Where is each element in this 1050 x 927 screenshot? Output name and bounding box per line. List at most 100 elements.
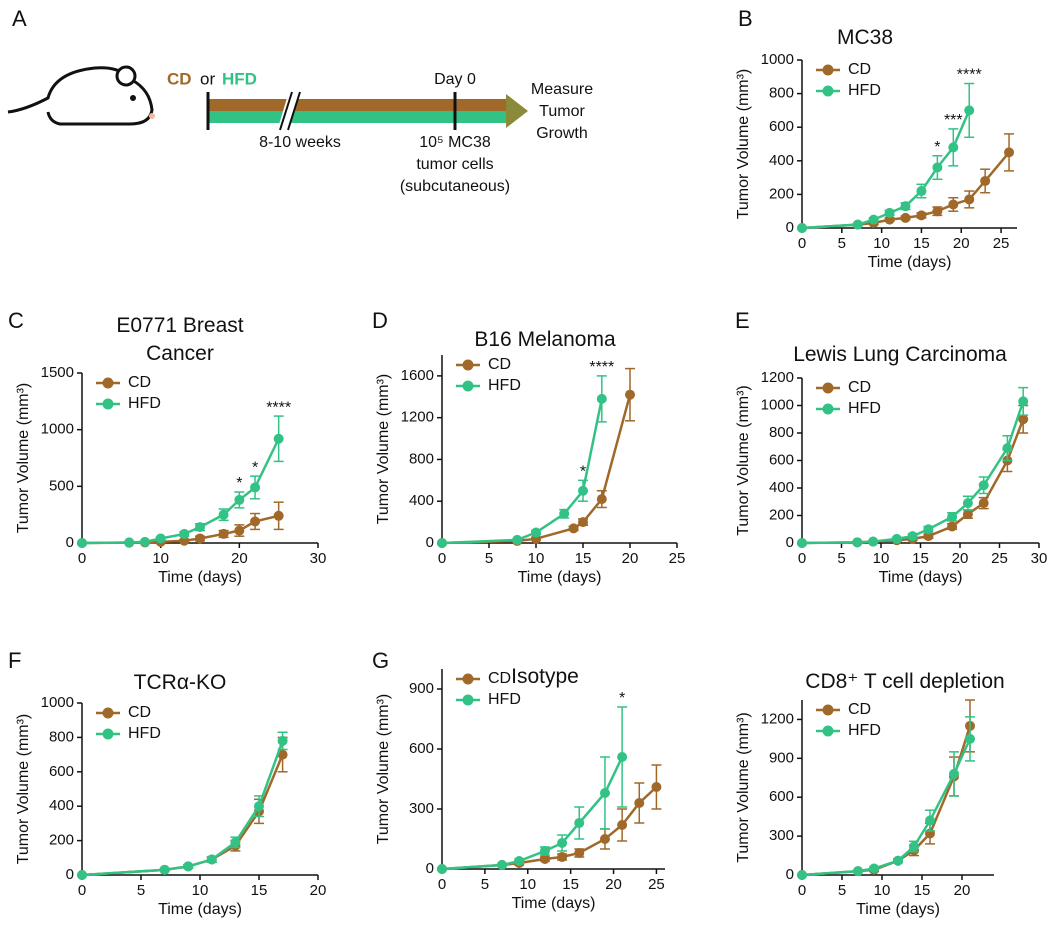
point (900, 201, 911, 212)
series-line (801, 738, 972, 877)
x-tick-label: 10 (528, 550, 545, 567)
diet-label: HFD (222, 69, 257, 88)
point (531, 527, 541, 538)
legend-label: HFD (848, 400, 881, 417)
point (916, 210, 927, 221)
y-tick-label: 0 (786, 219, 794, 236)
point (596, 393, 607, 404)
panel-letter: A (12, 6, 27, 31)
y-tick-label: 1000 (41, 421, 74, 438)
point (159, 864, 170, 875)
point (909, 841, 919, 852)
point (907, 531, 918, 542)
point (497, 860, 508, 870)
y-tick-label: 200 (49, 832, 74, 849)
point (962, 509, 973, 520)
y-tick-label: 1000 (41, 694, 74, 711)
point (277, 749, 288, 760)
point (599, 834, 610, 844)
y-axis-label: Tumor Volume (mm³) (375, 374, 392, 525)
y-tick-label: 600 (769, 788, 794, 805)
point (916, 186, 927, 197)
series-line (801, 418, 1025, 545)
point (1002, 443, 1013, 454)
legend-marker (822, 403, 834, 415)
x-tick-label: 10 (152, 550, 169, 567)
legend-label: HFD (848, 722, 881, 739)
point (183, 861, 194, 872)
x-tick-label: 30 (1031, 550, 1048, 567)
diet-label: or (200, 69, 215, 88)
point (978, 480, 989, 491)
legend-label: CD (128, 374, 151, 391)
point (852, 537, 863, 548)
point (868, 536, 879, 547)
hfd-arrow (208, 111, 508, 123)
y-tick-label: 1200 (761, 369, 794, 386)
point (948, 142, 959, 153)
y-tick-label: 800 (769, 85, 794, 102)
point (254, 801, 264, 812)
chart-title: MC38 (836, 26, 894, 49)
significance: **** (957, 67, 982, 84)
y-tick-label: 400 (409, 492, 434, 509)
x-tick-label: 0 (798, 235, 806, 252)
legend-label: CD (848, 61, 871, 78)
chart-title: B16 Melanoma (474, 328, 616, 351)
point (947, 511, 958, 522)
point (852, 219, 863, 230)
x-axis-label: Time (days) (868, 254, 952, 271)
legend-marker (822, 704, 834, 716)
series-line (441, 756, 624, 871)
panel-letter: G (372, 648, 389, 673)
point (206, 854, 217, 865)
significance: * (236, 475, 242, 492)
point (179, 528, 190, 539)
legend-marker (822, 85, 834, 97)
point (964, 105, 975, 116)
panel-letter: C (8, 308, 24, 333)
point (797, 538, 807, 548)
significance: * (934, 139, 940, 156)
legend-label: HFD (488, 691, 521, 708)
y-axis-label: Tumor Volume (mm³) (735, 69, 752, 220)
series-line (801, 725, 972, 877)
point (869, 863, 879, 874)
y-tick-label: 900 (409, 680, 434, 697)
point (797, 223, 807, 233)
point (250, 516, 261, 527)
panel-letter: E (735, 308, 750, 333)
point (557, 838, 568, 848)
y-tick-label: 500 (49, 477, 74, 494)
outcome-label: Measure (531, 81, 593, 98)
y-tick-label: 600 (409, 740, 434, 757)
legend-marker (822, 382, 834, 394)
y-tick-label: 400 (769, 152, 794, 169)
duration: 8-10 weeks (259, 134, 341, 151)
y-tick-label: 0 (426, 860, 434, 877)
y-tick-label: 0 (786, 866, 794, 883)
y-tick-label: 1200 (761, 710, 794, 727)
x-tick-label: 30 (310, 550, 327, 567)
point (559, 508, 570, 519)
x-tick-label: 5 (838, 235, 846, 252)
point (949, 768, 959, 779)
cells-label: 10⁵ MC38 (419, 134, 491, 151)
point (437, 864, 447, 874)
point (277, 735, 288, 746)
legend-label: HFD (488, 377, 521, 394)
chart-title: Isotype (511, 665, 579, 688)
x-tick-label: 15 (912, 550, 929, 567)
break (277, 90, 299, 134)
x-tick-label: 5 (838, 882, 846, 899)
point (437, 538, 447, 548)
x-tick-label: 15 (575, 550, 592, 567)
x-tick-label: 5 (837, 550, 845, 567)
y-tick-label: 300 (769, 827, 794, 844)
panel-letter: D (372, 308, 388, 333)
legend-marker (102, 728, 114, 740)
x-tick-label: 15 (913, 235, 930, 252)
point (234, 525, 245, 536)
point (947, 521, 958, 532)
